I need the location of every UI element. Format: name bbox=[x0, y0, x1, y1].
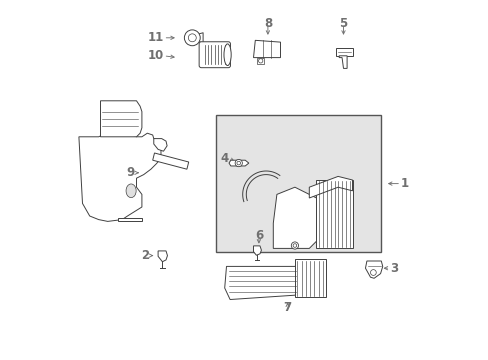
Text: 6: 6 bbox=[254, 229, 263, 242]
Circle shape bbox=[235, 159, 242, 167]
Polygon shape bbox=[294, 259, 325, 297]
Polygon shape bbox=[365, 261, 382, 278]
Bar bbox=[257, 58, 264, 64]
Text: 4: 4 bbox=[220, 152, 228, 165]
Polygon shape bbox=[158, 251, 167, 262]
Text: 7: 7 bbox=[283, 301, 291, 314]
Polygon shape bbox=[224, 260, 302, 300]
Circle shape bbox=[258, 59, 263, 63]
Text: 3: 3 bbox=[389, 262, 398, 275]
Polygon shape bbox=[253, 40, 280, 58]
Circle shape bbox=[292, 244, 296, 247]
Circle shape bbox=[291, 242, 298, 249]
FancyBboxPatch shape bbox=[199, 42, 230, 68]
Ellipse shape bbox=[126, 184, 136, 198]
Text: 5: 5 bbox=[339, 17, 347, 30]
Text: 10: 10 bbox=[147, 49, 163, 62]
Circle shape bbox=[188, 34, 196, 42]
Text: 2: 2 bbox=[141, 249, 149, 262]
Text: 1: 1 bbox=[400, 177, 408, 190]
Ellipse shape bbox=[224, 44, 231, 66]
Bar bbox=[215, 115, 381, 252]
Polygon shape bbox=[79, 133, 161, 221]
Circle shape bbox=[237, 161, 240, 165]
Polygon shape bbox=[273, 187, 316, 248]
Polygon shape bbox=[152, 153, 188, 169]
Polygon shape bbox=[101, 101, 142, 137]
Polygon shape bbox=[118, 218, 142, 221]
Polygon shape bbox=[336, 48, 352, 56]
Polygon shape bbox=[316, 180, 352, 248]
Circle shape bbox=[370, 270, 375, 275]
Text: 11: 11 bbox=[147, 31, 163, 44]
Polygon shape bbox=[228, 160, 248, 166]
Text: 9: 9 bbox=[126, 166, 134, 179]
Circle shape bbox=[184, 30, 200, 46]
Polygon shape bbox=[253, 246, 261, 255]
Polygon shape bbox=[309, 176, 352, 198]
Polygon shape bbox=[339, 56, 346, 68]
Polygon shape bbox=[153, 139, 167, 151]
Text: 8: 8 bbox=[263, 17, 271, 30]
